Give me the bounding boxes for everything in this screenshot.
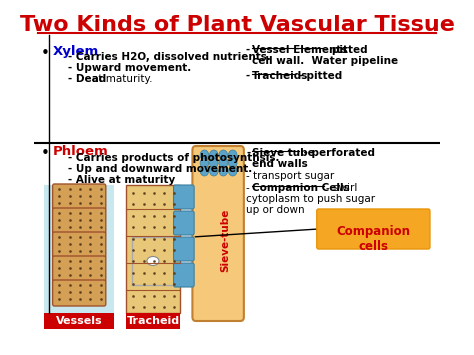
Text: •: • — [41, 46, 49, 61]
Circle shape — [219, 166, 228, 176]
Ellipse shape — [147, 257, 159, 266]
FancyBboxPatch shape — [127, 313, 180, 329]
Text: up or down: up or down — [246, 205, 305, 215]
FancyBboxPatch shape — [53, 208, 106, 234]
Circle shape — [228, 158, 237, 168]
Text: Tracheid: Tracheid — [127, 316, 180, 326]
FancyBboxPatch shape — [53, 232, 106, 258]
FancyBboxPatch shape — [173, 185, 194, 209]
FancyBboxPatch shape — [53, 184, 106, 210]
Text: at maturity.: at maturity. — [92, 74, 153, 84]
Circle shape — [200, 158, 209, 168]
Text: •: • — [41, 146, 49, 161]
FancyBboxPatch shape — [173, 263, 194, 287]
Text: -: - — [246, 71, 255, 81]
Text: Companion Cells: Companion Cells — [252, 183, 349, 193]
Text: -: - — [246, 183, 254, 193]
Circle shape — [219, 150, 228, 160]
FancyBboxPatch shape — [127, 185, 180, 313]
Text: Sieve tube: Sieve tube — [253, 148, 315, 158]
Text: - Carries H2O, dissolved nutrients.: - Carries H2O, dissolved nutrients. — [68, 52, 271, 62]
Text: - pitted: - pitted — [324, 45, 367, 55]
FancyBboxPatch shape — [173, 211, 194, 235]
FancyBboxPatch shape — [192, 146, 244, 321]
Text: - Dead: - Dead — [68, 74, 110, 84]
Text: cytoplasm to push sugar: cytoplasm to push sugar — [246, 194, 375, 204]
Text: -: - — [246, 45, 255, 55]
Text: Phloem: Phloem — [53, 145, 109, 158]
Text: - transport sugar: - transport sugar — [246, 171, 335, 181]
Circle shape — [200, 150, 209, 160]
FancyBboxPatch shape — [317, 209, 430, 249]
Circle shape — [200, 166, 209, 176]
Circle shape — [210, 158, 218, 168]
Text: - Carries products of photosynthsis.: - Carries products of photosynthsis. — [68, 153, 280, 163]
Text: cell wall.  Water pipeline: cell wall. Water pipeline — [252, 56, 398, 66]
FancyBboxPatch shape — [44, 185, 114, 313]
Text: - Alive at maturity: - Alive at maturity — [68, 175, 175, 185]
Text: Vessels: Vessels — [56, 316, 102, 326]
Text: - perforated: - perforated — [301, 148, 375, 158]
FancyBboxPatch shape — [53, 256, 106, 282]
Text: - Upward movement.: - Upward movement. — [68, 63, 191, 73]
Text: - swirl: - swirl — [326, 183, 357, 193]
Circle shape — [210, 150, 218, 160]
Text: - pitted: - pitted — [295, 71, 343, 81]
Text: end walls: end walls — [253, 159, 308, 169]
Text: Companion
cells: Companion cells — [337, 225, 410, 253]
Circle shape — [210, 166, 218, 176]
Circle shape — [228, 166, 237, 176]
Text: - Up and downward movement.: - Up and downward movement. — [68, 164, 252, 174]
FancyBboxPatch shape — [44, 313, 114, 329]
Text: Sieve-tube: Sieve-tube — [220, 208, 230, 272]
Text: Vessel Elements: Vessel Elements — [252, 45, 347, 55]
Circle shape — [219, 158, 228, 168]
Text: Xylem: Xylem — [53, 45, 99, 58]
Circle shape — [228, 150, 237, 160]
Text: -: - — [246, 148, 251, 158]
Text: Two Kinds of Plant Vascular Tissue: Two Kinds of Plant Vascular Tissue — [19, 15, 455, 35]
FancyBboxPatch shape — [53, 280, 106, 306]
Text: Tracheids: Tracheids — [252, 71, 308, 81]
FancyBboxPatch shape — [173, 237, 194, 261]
